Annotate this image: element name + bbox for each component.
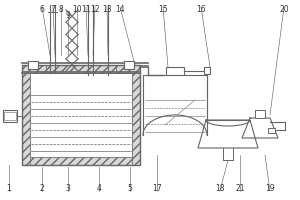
Text: 18: 18: [215, 184, 225, 193]
Bar: [255, 110, 265, 118]
Text: 16: 16: [196, 5, 206, 14]
Bar: [3, 110, 17, 122]
Text: 6: 6: [40, 5, 44, 14]
Text: 19: 19: [265, 184, 275, 193]
Text: 1: 1: [7, 184, 11, 193]
Bar: [22, 65, 46, 73]
Text: 2: 2: [40, 184, 44, 193]
Bar: [166, 67, 184, 75]
Bar: [22, 65, 30, 165]
Text: 7: 7: [51, 5, 56, 14]
Text: 8: 8: [58, 5, 63, 14]
Bar: [124, 61, 134, 69]
Bar: [30, 73, 132, 157]
Bar: [22, 65, 140, 165]
Bar: [4, 112, 16, 120]
Text: 11: 11: [81, 5, 91, 14]
Text: 17: 17: [152, 184, 162, 193]
Text: 12: 12: [90, 5, 100, 14]
Text: 15: 15: [158, 5, 168, 14]
Bar: [46, 65, 116, 73]
Bar: [268, 128, 275, 133]
Bar: [22, 157, 140, 165]
Text: 21: 21: [235, 184, 245, 193]
Text: 14: 14: [115, 5, 125, 14]
Bar: [28, 61, 38, 69]
Bar: [116, 65, 140, 73]
Text: 13: 13: [102, 5, 112, 14]
Text: 5: 5: [128, 184, 132, 193]
Text: 4: 4: [97, 184, 101, 193]
Text: 10: 10: [72, 5, 82, 14]
Bar: [132, 65, 140, 165]
Text: 3: 3: [66, 184, 70, 193]
Bar: [204, 67, 210, 74]
Text: 20: 20: [279, 5, 289, 14]
Text: 9: 9: [66, 11, 70, 20]
